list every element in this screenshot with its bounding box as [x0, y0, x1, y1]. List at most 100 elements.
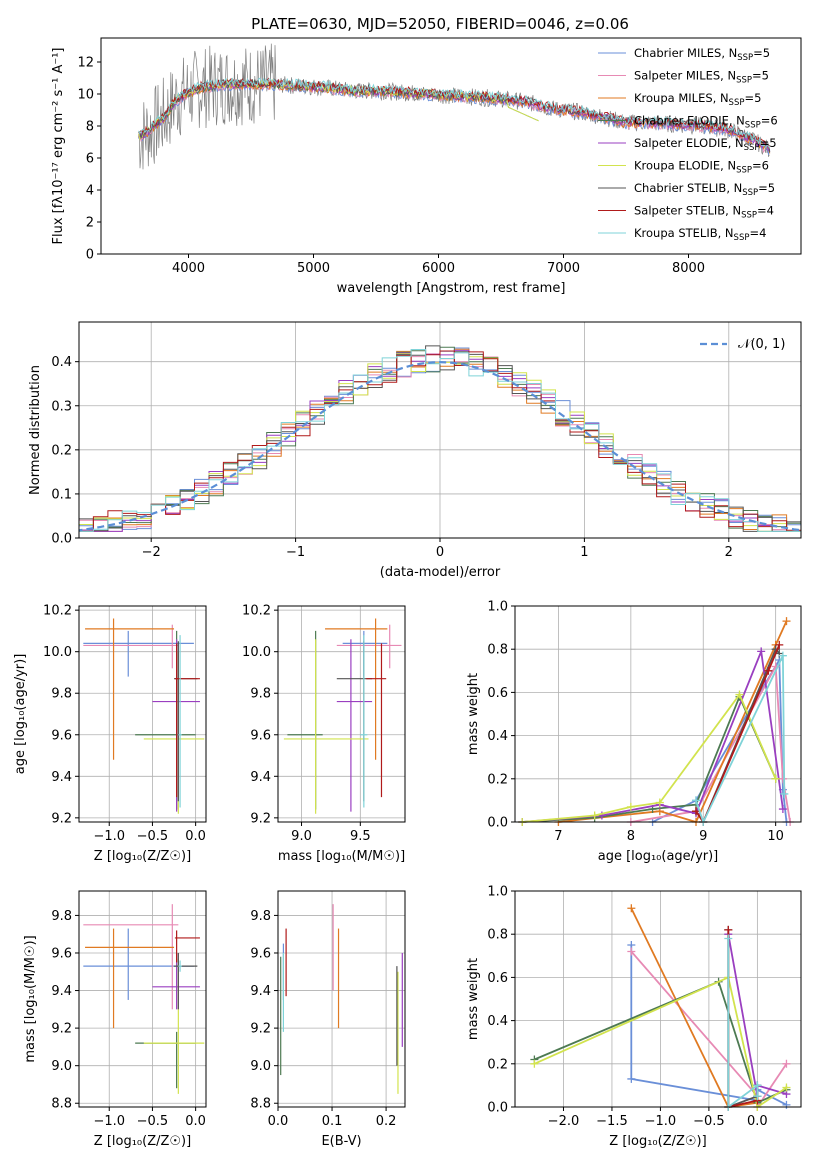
x-tick-label: −2	[142, 545, 161, 560]
mass-weight-marker	[782, 1100, 791, 1109]
x-axis-label: Z [log₁₀(Z/Z☉)]	[94, 849, 191, 864]
x-tick-label: 0.1	[322, 1114, 343, 1129]
normal-curve	[79, 360, 801, 532]
y-tick-label: 8.8	[250, 1097, 271, 1112]
model-spectrum	[138, 77, 771, 150]
mass-weight-marker	[771, 774, 780, 783]
x-axis-label: E(B-V)	[321, 1134, 361, 1149]
y-tick-label: 1.0	[487, 885, 508, 900]
legend-label: Kroupa STELIB, NSSP=4	[634, 226, 766, 243]
panel-2: −1.0 −0.5 0.0 9.2 9.4 9.6 9.8 10.0 10.2 Z [log₁₀(…	[13, 604, 206, 864]
mass-weight-marker	[530, 1059, 539, 1068]
y-tick-label: 0.1	[51, 487, 72, 502]
mass-weight-line	[695, 644, 781, 824]
legend-label: Kroupa ELODIE, NSSP=6	[634, 159, 769, 176]
mass-weight-marker	[735, 690, 744, 699]
mass-weight-marker	[782, 1059, 791, 1068]
y-tick-label: 0.6	[487, 686, 508, 701]
x-tick-label: 7000	[547, 261, 580, 276]
x-tick-label: 0	[436, 545, 444, 560]
x-tick-label: 2	[725, 545, 733, 560]
y-tick-label: 9.2	[51, 811, 72, 826]
y-tick-label: 0.8	[487, 643, 508, 658]
x-tick-label: 9	[699, 829, 707, 844]
legend-label: 𝒩(0, 1)	[738, 337, 785, 352]
y-tick-label: 9.2	[250, 1022, 271, 1037]
panel-frame	[514, 605, 802, 823]
x-tick-label: 0.2	[376, 1114, 397, 1129]
legend-label: Salpeter STELIB, NSSP=4	[634, 204, 774, 221]
x-tick-label: 4000	[172, 261, 205, 276]
mass-weight-marker	[753, 1081, 762, 1090]
spectrum-group	[138, 43, 771, 170]
panel-frame	[100, 37, 802, 255]
y-tick-label: 9.0	[250, 1059, 271, 1074]
mass-weight-marker	[626, 802, 635, 811]
y-tick-label: 9.2	[51, 1022, 72, 1037]
y-tick-label: 0.0	[487, 1101, 508, 1116]
legend-label: Chabrier ELODIE, NSSP=6	[634, 114, 778, 131]
histogram-group	[79, 345, 801, 532]
residual-histogram	[79, 349, 801, 532]
mass-weight-line	[695, 655, 786, 825]
x-tick-label: −1.5	[596, 1114, 628, 1129]
mass-weight-group	[518, 617, 795, 826]
x-tick-label: 8	[627, 829, 635, 844]
panel-4: 7 8 9 10 0.0 0.2 0.4 0.6 0.8 1.0 age [log₁₀(age/yr…	[466, 600, 801, 864]
y-tick-label: 9.0	[51, 1059, 72, 1074]
residual-histogram	[79, 350, 801, 532]
y-tick-label: 9.6	[51, 946, 72, 961]
x-tick-label: 5000	[297, 261, 330, 276]
mass-weight-marker	[627, 904, 636, 913]
y-axis-label: age [log₁₀(age/yr)]	[13, 654, 28, 775]
mass-weight-marker	[782, 617, 791, 626]
y-axis-label: mass weight	[466, 673, 481, 755]
mass-weight-line	[522, 694, 777, 823]
figure-title: PLATE=0630, MJD=52050, FIBERID=0046, z=0…	[251, 15, 629, 33]
mass-weight-marker	[778, 805, 787, 814]
panel-frame	[277, 605, 406, 823]
y-tick-label: 1.0	[487, 600, 508, 615]
mass-weight-line	[534, 980, 787, 1104]
mass-weight-marker	[655, 798, 664, 807]
x-axis-label: mass [log₁₀(M/M☉)]	[278, 849, 405, 864]
y-tick-label: 9.4	[250, 984, 271, 999]
x-tick-label: −1.0	[93, 829, 125, 844]
y-axis-label: mass [log₁₀(M/M☉)]	[23, 935, 38, 1062]
mass-weight-marker	[780, 789, 789, 798]
legend-label: Kroupa MILES, NSSP=5	[634, 91, 761, 108]
mass-weight-marker	[627, 947, 636, 956]
observed-spectrum	[138, 43, 770, 170]
x-axis-label: age [log₁₀(age/yr)]	[598, 849, 719, 864]
x-tick-label: 0.0	[747, 1114, 768, 1129]
mass-weight-marker	[627, 1074, 636, 1083]
legend-label: Salpeter MILES, NSSP=5	[634, 69, 769, 86]
mass-weight-group	[530, 904, 791, 1111]
x-tick-label: 6000	[422, 261, 455, 276]
y-tick-label: 0.6	[487, 971, 508, 986]
y-tick-label: 0.2	[51, 443, 72, 458]
y-tick-label: 0.0	[51, 532, 72, 547]
x-tick-label: 8000	[672, 261, 705, 276]
mass-weight-marker	[692, 807, 701, 816]
y-tick-label: 8.8	[51, 1097, 72, 1112]
panel-5: −1.0 −0.5 0.0 8.8 9.0 9.2 9.4 9.6 9.8 Z [log₁₀(Z/…	[23, 891, 206, 1149]
panel-frame	[277, 890, 406, 1108]
y-axis-label: Normed distribution	[28, 365, 43, 495]
legend-label: Chabrier STELIB, NSSP=5	[634, 181, 775, 198]
x-tick-label: −0.5	[137, 1114, 169, 1129]
y-tick-label: 0.4	[487, 729, 508, 744]
mass-weight-marker	[764, 666, 773, 675]
errorbar-group	[83, 618, 205, 814]
mass-weight-line	[630, 907, 759, 1108]
y-tick-label: 0.4	[487, 1014, 508, 1029]
y-tick-label: 4	[86, 184, 94, 199]
x-tick-label: −1.0	[93, 1114, 125, 1129]
x-axis-label: Z [log₁₀(Z/Z☉)]	[94, 1134, 191, 1149]
legend-label: Chabrier MILES, NSSP=5	[634, 46, 770, 63]
errorbar-group	[83, 904, 205, 1094]
mass-weight-marker	[778, 774, 787, 783]
y-tick-label: 0.2	[487, 1057, 508, 1072]
y-tick-label: 9.4	[51, 770, 72, 785]
